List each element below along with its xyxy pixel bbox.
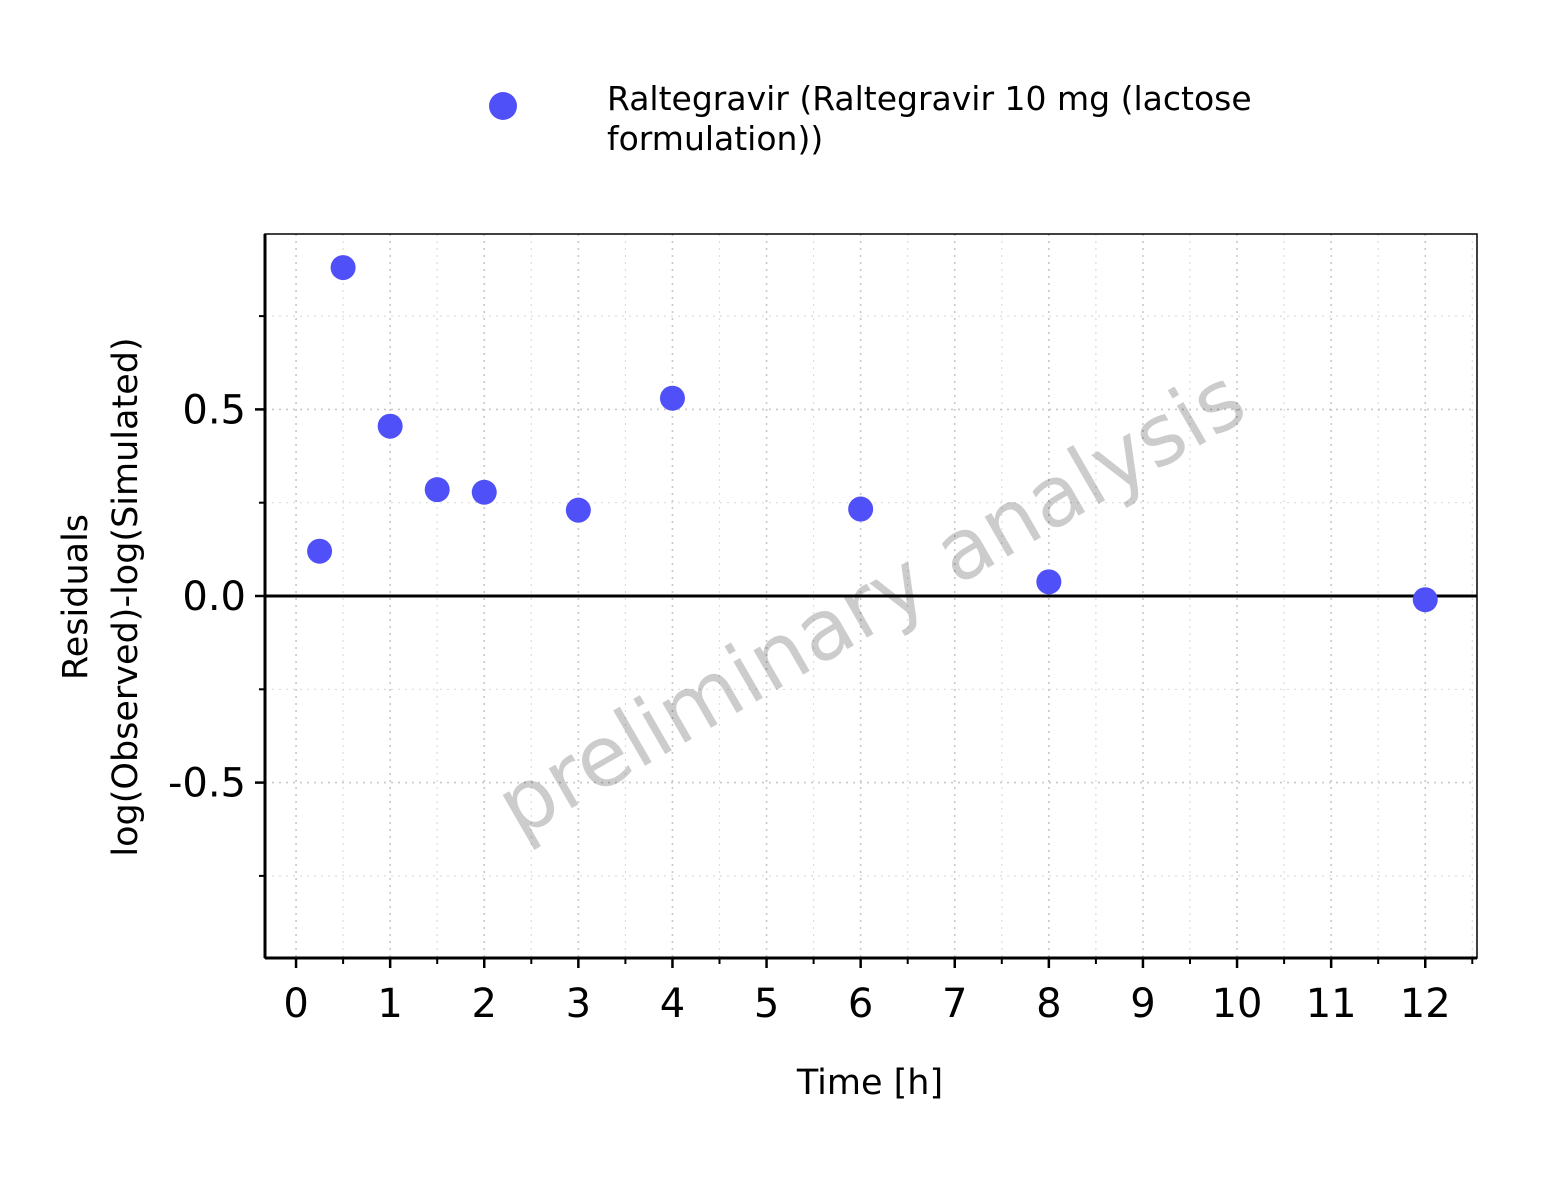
grid — [265, 234, 1477, 958]
legend: Raltegravir (Raltegravir 10 mg (lactose … — [489, 79, 1252, 158]
data-point — [307, 538, 333, 564]
x-tick-label: 5 — [754, 981, 779, 1027]
x-tick-label: 2 — [472, 981, 497, 1027]
data-point — [565, 497, 591, 523]
y-tick-label: 0.5 — [182, 387, 246, 433]
data-point — [848, 496, 874, 522]
y-axis-ticks: -0.5 0.0 0.5 — [168, 315, 265, 877]
data-point — [330, 255, 356, 281]
data-point — [659, 385, 685, 411]
y-axis-title-line-2: log(Observed)-log(Simulated) — [106, 337, 146, 856]
x-tick-label: 11 — [1306, 981, 1357, 1027]
y-tick-label: -0.5 — [168, 761, 246, 807]
x-tick-label: 3 — [566, 981, 591, 1027]
watermark: preliminary analysis — [480, 348, 1261, 856]
y-axis-title-line-1: Residuals — [56, 514, 96, 680]
x-tick-label: 4 — [660, 981, 685, 1027]
y-tick-label: 0.0 — [182, 574, 246, 620]
data-points — [307, 255, 1438, 613]
data-point — [424, 477, 450, 503]
x-tick-label: 8 — [1036, 981, 1061, 1027]
data-point — [1412, 587, 1438, 613]
x-tick-label: 0 — [283, 981, 308, 1027]
legend-label-line-1: Raltegravir (Raltegravir 10 mg (lactose — [607, 79, 1252, 118]
x-axis-title: Time [h] — [796, 1063, 943, 1103]
data-point — [377, 413, 403, 439]
legend-label-line-2: formulation)) — [607, 119, 823, 158]
x-tick-label: 9 — [1130, 981, 1155, 1027]
x-tick-label: 6 — [848, 981, 873, 1027]
x-tick-label: 7 — [942, 981, 967, 1027]
x-tick-label: 12 — [1400, 981, 1451, 1027]
legend-marker — [489, 92, 517, 120]
data-point — [1036, 569, 1062, 595]
data-point — [471, 479, 497, 505]
x-axis-ticks: 0 1 2 3 4 5 6 7 8 9 10 11 12 — [283, 958, 1474, 1027]
x-tick-label: 1 — [377, 981, 402, 1027]
y-axis-title: Residuals log(Observed)-log(Simulated) — [56, 337, 146, 856]
x-tick-label: 10 — [1212, 981, 1263, 1027]
